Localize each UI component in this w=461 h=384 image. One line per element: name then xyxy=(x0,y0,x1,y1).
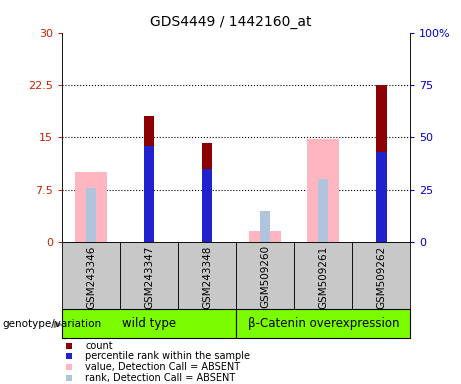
Text: percentile rank within the sample: percentile rank within the sample xyxy=(85,351,250,361)
Bar xyxy=(352,242,410,309)
Bar xyxy=(236,242,294,309)
Bar xyxy=(236,309,410,338)
Bar xyxy=(260,210,271,242)
Bar xyxy=(144,146,154,242)
Bar xyxy=(62,242,120,309)
Text: GSM243348: GSM243348 xyxy=(202,245,212,309)
Bar xyxy=(376,85,386,242)
Bar xyxy=(249,232,281,242)
Text: GDS4449 / 1442160_at: GDS4449 / 1442160_at xyxy=(150,15,311,29)
Text: GSM243346: GSM243346 xyxy=(86,245,96,309)
Text: GSM509261: GSM509261 xyxy=(318,245,328,308)
Bar xyxy=(294,242,352,309)
Bar xyxy=(178,242,236,309)
Text: wild type: wild type xyxy=(122,317,176,330)
Bar xyxy=(120,242,178,309)
Bar xyxy=(260,213,271,242)
Bar xyxy=(376,152,386,242)
Bar xyxy=(202,169,213,242)
Text: β-Catenin overexpression: β-Catenin overexpression xyxy=(248,317,399,330)
Bar xyxy=(66,343,72,349)
Bar xyxy=(66,364,72,370)
Bar xyxy=(66,353,72,359)
Bar xyxy=(66,375,72,381)
Text: genotype/variation: genotype/variation xyxy=(2,319,101,329)
Bar xyxy=(318,179,329,242)
Bar xyxy=(202,143,213,242)
Text: GSM509260: GSM509260 xyxy=(260,245,270,308)
Text: GSM243347: GSM243347 xyxy=(144,245,154,309)
Bar xyxy=(62,309,236,338)
Text: count: count xyxy=(85,341,113,351)
Bar xyxy=(75,172,107,242)
Bar xyxy=(307,139,339,242)
Text: value, Detection Call = ABSENT: value, Detection Call = ABSENT xyxy=(85,362,240,372)
Text: GSM509262: GSM509262 xyxy=(376,245,386,308)
Text: rank, Detection Call = ABSENT: rank, Detection Call = ABSENT xyxy=(85,373,236,383)
Bar xyxy=(86,187,96,242)
Bar xyxy=(144,116,154,242)
